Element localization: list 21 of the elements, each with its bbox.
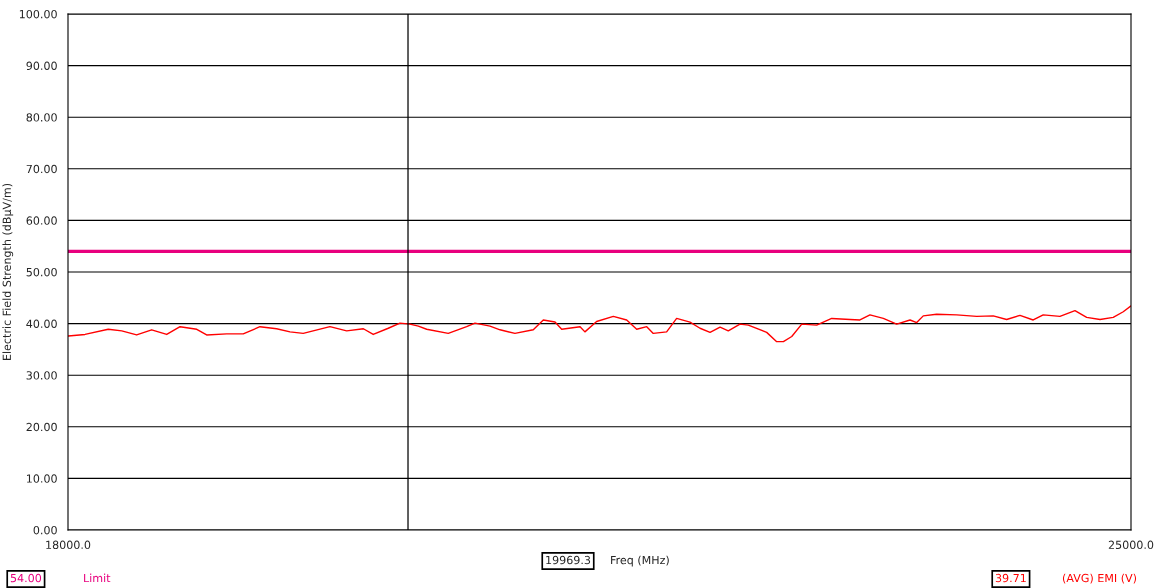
text: (AVG) EMI (V) xyxy=(1062,573,1137,584)
y-tick-label: 40.00 xyxy=(26,319,57,328)
y-tick-label: 10.00 xyxy=(26,474,57,483)
y-tick-label: 30.00 xyxy=(26,371,57,380)
ref-line-label: Limit xyxy=(84,573,111,583)
y-tick-label: 0.00 xyxy=(33,525,57,535)
x-axis-title: Freq (MHz) xyxy=(611,555,669,567)
x-tick-label: 25000.0 xyxy=(1108,540,1154,550)
x-tick-label: 18000.0 xyxy=(46,540,91,550)
text: 19969.3 xyxy=(546,555,591,565)
y-tick-label: 70.00 xyxy=(26,164,57,174)
text: 54.00 xyxy=(10,573,42,583)
y-axis-title: Electric Field Strength (dBμV/m) xyxy=(2,183,14,360)
y-tick-label: 90.00 xyxy=(26,61,57,70)
y-tick-label: 60.00 xyxy=(26,216,57,225)
line-series xyxy=(68,305,1131,343)
y-tick-label: 80.00 xyxy=(26,113,57,122)
y-tick-label: 20.00 xyxy=(26,422,57,432)
y-tick-label: 50.00 xyxy=(26,267,57,277)
text: 39.71 xyxy=(995,573,1026,583)
y-tick-label: 100.00 xyxy=(19,9,57,19)
